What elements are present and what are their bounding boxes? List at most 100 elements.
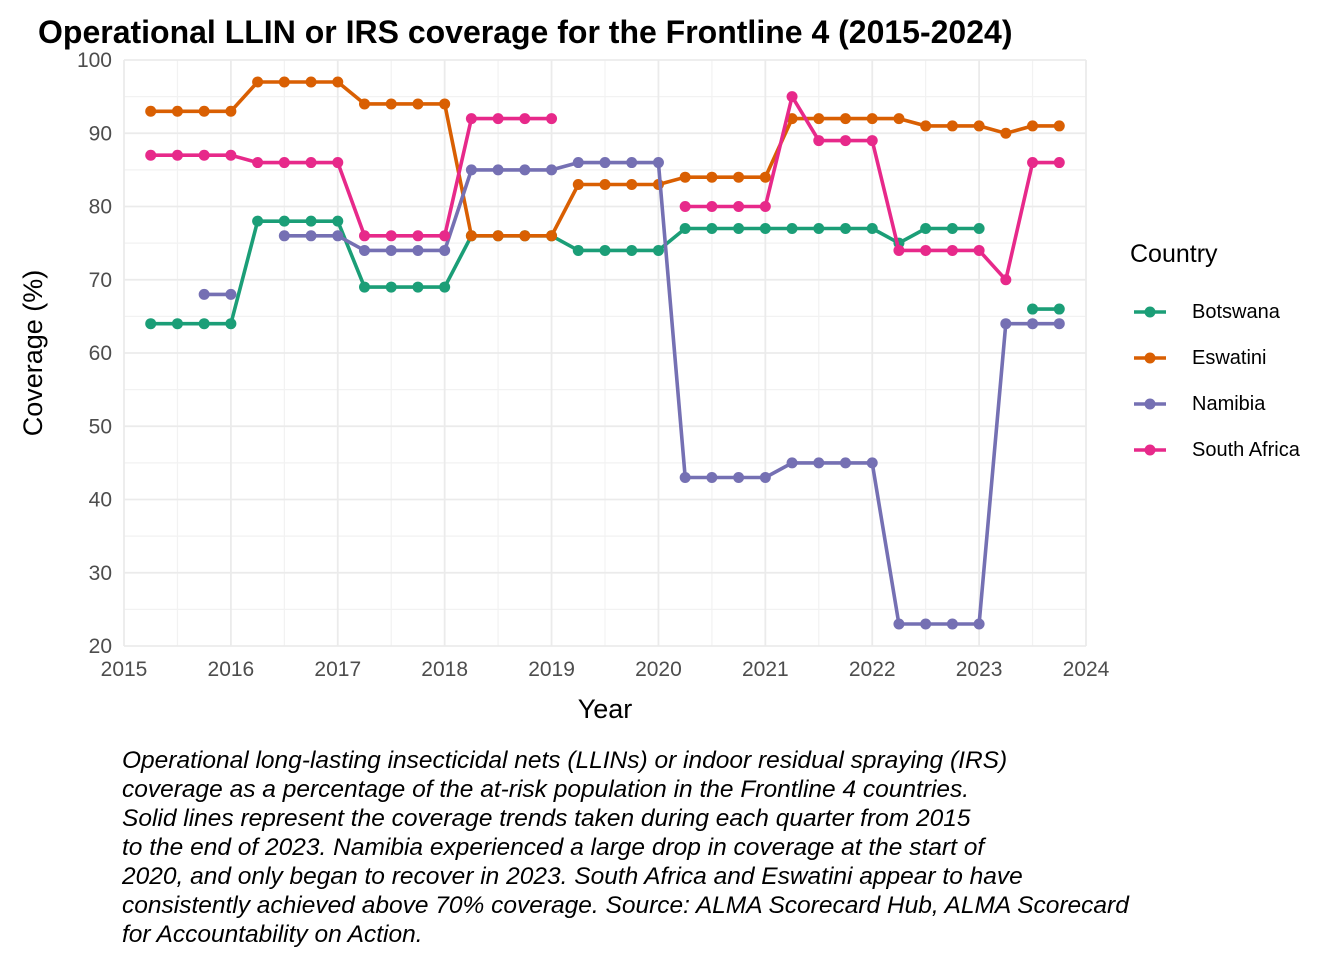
data-point-botswana (252, 215, 264, 227)
data-point-south-africa (145, 149, 157, 161)
data-point-namibia (1053, 318, 1065, 330)
data-point-eswatini (920, 120, 932, 132)
y-tick-label: 30 (89, 562, 112, 585)
series-namibia (198, 157, 1065, 630)
data-point-botswana (572, 244, 584, 256)
data-point-namibia (492, 164, 504, 176)
data-point-namibia (733, 472, 745, 484)
data-point-eswatini (706, 171, 718, 183)
legend-key-eswatini (1134, 352, 1166, 364)
data-point-eswatini (492, 230, 504, 242)
data-point-botswana (759, 222, 771, 234)
x-tick-label: 2018 (421, 658, 468, 681)
data-point-namibia (759, 472, 771, 484)
data-point-south-africa (1027, 157, 1039, 169)
data-point-namibia (278, 230, 290, 242)
data-point-eswatini (465, 230, 477, 242)
data-point-botswana (920, 222, 932, 234)
data-point-south-africa (412, 230, 424, 242)
data-point-namibia (946, 618, 958, 630)
data-point-eswatini (866, 113, 878, 125)
data-point-south-africa (225, 149, 237, 161)
data-point-botswana (679, 222, 691, 234)
data-point-eswatini (1000, 127, 1012, 139)
data-point-botswana (171, 318, 183, 330)
y-tick-label: 20 (89, 635, 112, 658)
data-point-botswana (813, 222, 825, 234)
x-tick-label: 2021 (742, 658, 789, 681)
x-tick-label: 2019 (528, 658, 575, 681)
data-point-botswana (359, 281, 370, 293)
legend-key-namibia (1134, 398, 1166, 410)
x-tick-label: 2024 (1063, 658, 1110, 681)
data-point-eswatini (278, 76, 290, 88)
data-point-eswatini (519, 230, 531, 242)
data-point-south-africa (171, 149, 183, 161)
data-point-botswana (652, 244, 664, 256)
legend-title: Country (1130, 240, 1218, 268)
data-point-south-africa (1053, 157, 1065, 169)
data-point-eswatini (359, 98, 370, 110)
data-point-south-africa (278, 157, 290, 169)
series-line-botswana (148, 219, 981, 326)
data-point-namibia (786, 457, 798, 469)
data-point-south-africa (332, 157, 344, 169)
data-point-eswatini (733, 171, 745, 183)
y-tick-label: 50 (89, 415, 112, 438)
data-point-south-africa (866, 135, 878, 147)
data-point-namibia (813, 457, 825, 469)
data-point-namibia (412, 244, 424, 256)
data-point-south-africa (840, 135, 851, 147)
grid-lines (123, 59, 1087, 647)
x-tick-label: 2022 (849, 658, 896, 681)
series-south-africa (145, 91, 1065, 286)
data-point-namibia (706, 472, 718, 484)
data-point-south-africa (679, 201, 691, 212)
data-point-botswana (439, 281, 451, 293)
data-point-namibia (225, 288, 237, 300)
legend: Country Botswana Eswatini Namibia South Afr… (1130, 240, 1300, 473)
data-point-namibia (572, 157, 584, 169)
data-point-eswatini (225, 105, 237, 117)
x-tick-label: 2016 (208, 658, 255, 681)
data-point-south-africa (973, 244, 985, 256)
series-line-south-africa (148, 116, 554, 238)
data-point-eswatini (305, 76, 317, 88)
data-point-south-africa (492, 113, 504, 125)
data-point-botswana (626, 244, 638, 256)
data-point-eswatini (840, 113, 851, 125)
data-point-eswatini (893, 113, 905, 125)
data-point-namibia (920, 618, 932, 630)
data-point-south-africa (786, 91, 798, 103)
y-tick-label: 90 (89, 122, 112, 145)
data-point-botswana (145, 318, 157, 330)
data-point-botswana (1053, 303, 1065, 315)
data-point-namibia (519, 164, 531, 176)
data-point-south-africa (706, 201, 718, 212)
data-point-namibia (1000, 318, 1012, 330)
data-point-eswatini (786, 113, 798, 125)
data-point-botswana (278, 215, 290, 227)
data-point-eswatini (385, 98, 397, 110)
data-point-botswana (946, 222, 958, 234)
x-tick-label: 2020 (635, 658, 682, 681)
data-point-namibia (866, 457, 878, 469)
data-point-botswana (706, 222, 718, 234)
chart-caption: Operational long-lasting insecticidal ne… (122, 747, 1129, 948)
legend-label: South Africa (1192, 438, 1300, 461)
data-point-south-africa (813, 135, 825, 147)
data-point-south-africa (519, 113, 531, 125)
y-axis-title: Coverage (%) (18, 270, 48, 437)
data-point-botswana (305, 215, 317, 227)
data-point-eswatini (1053, 120, 1065, 132)
chart-title: Operational LLIN or IRS coverage for the… (38, 14, 1013, 50)
data-point-south-africa (305, 157, 317, 169)
data-point-botswana (599, 244, 611, 256)
data-point-namibia (599, 157, 611, 169)
data-point-botswana (840, 222, 851, 234)
legend-item-eswatini: Eswatini (1130, 335, 1300, 381)
x-axis-title: Year (578, 694, 633, 724)
data-point-south-africa (198, 149, 210, 161)
legend-label: Botswana (1192, 300, 1280, 323)
y-axis: 20 30 40 50 60 70 80 90 100 (77, 49, 112, 658)
